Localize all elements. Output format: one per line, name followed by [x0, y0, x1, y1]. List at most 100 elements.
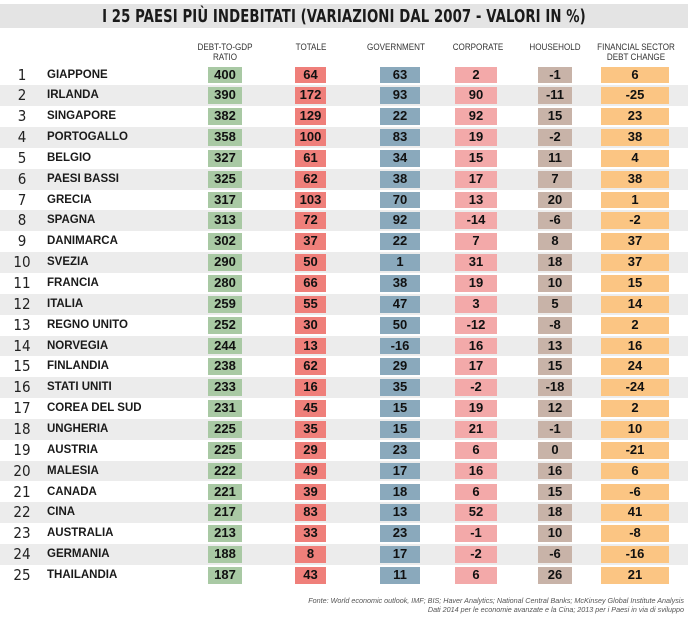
- rank-number: 25: [13, 565, 31, 584]
- column-header-financial: FINANCIAL SECTOR DEBT CHANGE: [597, 42, 675, 63]
- table-row: 3 SINGAPORE 382 129 22 92 15 23: [0, 106, 688, 127]
- value-cell-totale: 55: [295, 295, 326, 313]
- column-header-totale: TOTALE: [295, 42, 327, 53]
- value-cell-totale: 29: [295, 441, 326, 459]
- value-cell-financial: -25: [601, 87, 669, 105]
- country-name: UNGHERIA: [47, 422, 109, 435]
- table-row: 7 GRECIA 317 103 70 13 20 1: [0, 190, 688, 211]
- value-cell-totale: 49: [295, 462, 326, 480]
- table-row: 6 PAESI BASSI 325 62 38 17 7 38: [0, 168, 688, 190]
- country-name: THAILANDIA: [47, 568, 118, 581]
- country-name: SVEZIA: [47, 256, 89, 269]
- value-cell-totale: 43: [295, 566, 326, 584]
- value-cell-household: -18: [538, 379, 572, 397]
- country-name: FINLANDIA: [47, 360, 109, 373]
- value-cell-government: 22: [380, 108, 420, 126]
- value-cell-totale: 37: [295, 233, 326, 251]
- value-cell-totale: 62: [295, 358, 326, 376]
- value-cell-financial: -16: [601, 546, 669, 563]
- value-cell-totale: 8: [295, 546, 326, 563]
- value-cell-household: -11: [538, 87, 572, 105]
- value-cell-corporate: -14: [455, 212, 497, 230]
- rank-number: 21: [13, 482, 31, 501]
- value-cell-household: 8: [538, 233, 572, 251]
- table-row: 4 PORTOGALLO 358 100 83 19 -2 38: [0, 127, 688, 148]
- value-cell-financial: -21: [601, 441, 669, 459]
- value-cell-totale: 13: [295, 337, 326, 355]
- rank-number: 11: [13, 274, 31, 292]
- value-cell-government: 22: [380, 233, 420, 251]
- country-name: COREA DEL SUD: [47, 402, 142, 415]
- rank-number: 19: [13, 440, 31, 459]
- value-cell-government: 47: [380, 295, 420, 313]
- value-cell-totale: 172: [295, 87, 326, 105]
- value-cell-household: 20: [538, 191, 572, 209]
- value-cell-totale: 64: [295, 66, 326, 84]
- value-cell-corporate: 6: [455, 483, 497, 501]
- value-cell-government: -16: [380, 337, 420, 355]
- value-cell-totale: 45: [295, 400, 326, 417]
- value-cell-totale: 62: [295, 170, 326, 188]
- value-cell-financial: -8: [601, 525, 669, 543]
- country-name: SPAGNA: [47, 214, 96, 227]
- value-cell-corporate: -2: [455, 546, 497, 563]
- value-cell-corporate: 17: [455, 358, 497, 376]
- value-cell-debt_to_gdp: 213: [208, 525, 242, 543]
- source-line-2: Dati 2014 per le economie avanzate e la …: [427, 605, 684, 614]
- rank-number: 18: [13, 419, 31, 438]
- value-cell-totale: 16: [295, 379, 326, 397]
- value-cell-corporate: 19: [455, 129, 497, 146]
- value-cell-financial: -24: [601, 379, 669, 397]
- value-cell-debt_to_gdp: 222: [208, 462, 242, 480]
- value-cell-government: 83: [380, 129, 420, 146]
- value-cell-corporate: 16: [455, 462, 497, 480]
- column-header-corporate: CORPORATE: [452, 42, 504, 53]
- value-cell-government: 15: [380, 420, 420, 438]
- value-cell-financial: 38: [601, 129, 669, 146]
- value-cell-debt_to_gdp: 313: [208, 212, 242, 230]
- value-cell-corporate: -1: [455, 525, 497, 543]
- value-cell-financial: 23: [601, 108, 669, 126]
- value-cell-corporate: 21: [455, 420, 497, 438]
- value-cell-government: 92: [380, 212, 420, 230]
- table-row: 5 BELGIO 327 61 34 15 11 4: [0, 148, 688, 169]
- rank-number: 9: [17, 232, 27, 251]
- value-cell-financial: 24: [601, 358, 669, 376]
- value-cell-government: 23: [380, 525, 420, 543]
- table-row: 21 CANADA 221 39 18 6 15 -6: [0, 482, 688, 503]
- rank-number: 1: [17, 65, 27, 84]
- value-cell-financial: 37: [601, 233, 669, 251]
- value-cell-government: 38: [380, 275, 420, 292]
- value-cell-debt_to_gdp: 225: [208, 420, 242, 438]
- value-cell-financial: 16: [601, 337, 669, 355]
- value-cell-debt_to_gdp: 390: [208, 87, 242, 105]
- value-cell-household: 18: [538, 254, 572, 271]
- value-cell-totale: 72: [295, 212, 326, 230]
- value-cell-corporate: 19: [455, 400, 497, 417]
- value-cell-financial: 6: [601, 66, 669, 84]
- column-header-government: GOVERNMENT: [367, 42, 425, 53]
- country-name: AUSTRALIA: [47, 527, 114, 540]
- value-cell-government: 1: [380, 254, 420, 271]
- value-cell-government: 34: [380, 149, 420, 167]
- rank-number: 16: [13, 378, 31, 397]
- value-cell-financial: 38: [601, 170, 669, 188]
- table-row: 9 DANIMARCA 302 37 22 7 8 37: [0, 231, 688, 252]
- country-name: GIAPPONE: [47, 68, 108, 81]
- value-cell-debt_to_gdp: 327: [208, 149, 242, 167]
- value-cell-household: 0: [538, 441, 572, 459]
- value-cell-corporate: -2: [455, 379, 497, 397]
- column-header-debt_to_gdp: DEBT-TO-GDP RATIO: [197, 42, 253, 63]
- value-cell-household: -6: [538, 212, 572, 230]
- value-cell-household: 15: [538, 483, 572, 501]
- value-cell-debt_to_gdp: 217: [208, 504, 242, 522]
- value-cell-debt_to_gdp: 317: [208, 191, 242, 209]
- value-cell-debt_to_gdp: 188: [208, 546, 242, 563]
- rank-number: 12: [13, 294, 31, 313]
- value-cell-government: 93: [380, 87, 420, 105]
- table-row: 17 COREA DEL SUD 231 45 15 19 12 2: [0, 398, 688, 419]
- value-cell-government: 23: [380, 441, 420, 459]
- country-name: NORVEGIA: [47, 339, 109, 352]
- country-name: GERMANIA: [47, 548, 110, 561]
- value-cell-household: 7: [538, 170, 572, 188]
